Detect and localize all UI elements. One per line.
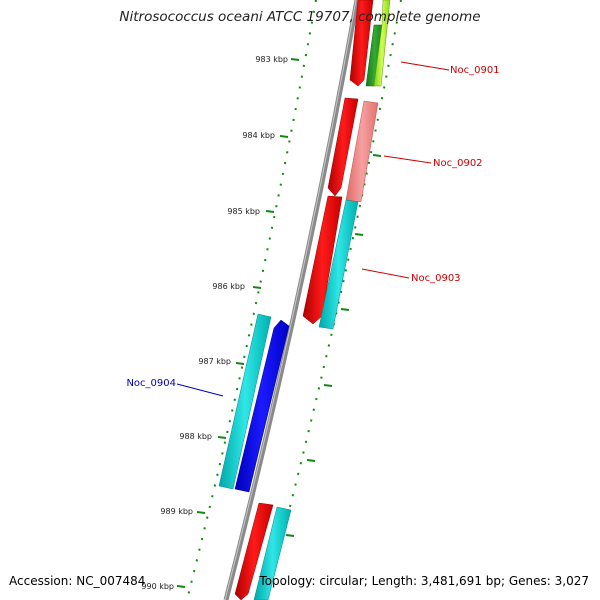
tick-label-984: 984 kbp: [242, 131, 275, 140]
tick-984: [279, 135, 289, 138]
gene-label-noc-0901[interactable]: Noc_0901: [450, 65, 500, 76]
inner-tick-987: [323, 384, 333, 387]
connector-noc-0904: [176, 383, 224, 397]
gene-pink-0902[interactable]: [345, 100, 379, 203]
gene-lime-0901[interactable]: [373, 0, 391, 87]
tick-label-989: 989 kbp: [160, 507, 193, 516]
gene-labels: Noc_0901 Noc_0902 Noc_0903 Noc_0904: [126, 65, 499, 389]
tick-label-987: 987 kbp: [198, 357, 231, 366]
gene-label-noc-0902[interactable]: Noc_0902: [433, 158, 483, 169]
tick-label-988: 988 kbp: [179, 432, 212, 441]
tick-983: [290, 58, 300, 61]
inner-tick-986: [340, 308, 350, 311]
gene-blue-0904[interactable]: [234, 319, 290, 493]
tick-990: [176, 585, 186, 588]
genome-backbone: [223, 0, 360, 600]
gene-red-bottom[interactable]: [234, 502, 274, 600]
genome-backbone-highlight: [224, 0, 357, 600]
gene-cyan-0903[interactable]: [318, 199, 359, 330]
gene-label-noc-0904[interactable]: Noc_0904: [126, 378, 176, 389]
gene-cyan-0904[interactable]: [218, 313, 272, 490]
inner-tick-985: [354, 233, 364, 236]
tick-label-983: 983 kbp: [255, 55, 288, 64]
accession-label: Accession: NC_007484: [9, 574, 146, 588]
tick-989: [196, 511, 206, 514]
tick-988: [217, 436, 227, 439]
label-connectors: [176, 61, 450, 397]
genome-title: Nitrosococcus oceani ATCC 19707, complet…: [119, 9, 481, 25]
connector-noc-0902: [383, 155, 432, 164]
connector-noc-0903: [361, 268, 410, 279]
inner-tick-984: [372, 154, 382, 157]
gene-red-0902[interactable]: [327, 97, 359, 197]
kbp-tick-labels: 983 kbp 984 kbp 985 kbp 986 kbp 987 kbp …: [141, 55, 288, 591]
gene-cyan-bottom[interactable]: [253, 506, 292, 600]
gene-features: [218, 0, 391, 600]
gene-red-top[interactable]: [349, 0, 374, 87]
genome-stats-label: Topology: circular; Length: 3,481,691 bp…: [259, 574, 589, 588]
tick-985: [265, 210, 275, 213]
tick-986: [252, 286, 262, 289]
gene-red-0903[interactable]: [302, 195, 343, 325]
tick-label-985: 985 kbp: [227, 207, 260, 216]
tick-label-986: 986 kbp: [212, 282, 245, 291]
inner-tick-988: [306, 459, 316, 462]
connector-noc-0901: [400, 61, 450, 71]
tick-987: [235, 362, 245, 365]
tick-label-990: 990 kbp: [141, 582, 174, 591]
gene-label-noc-0903[interactable]: Noc_0903: [411, 273, 461, 284]
inner-tick-989: [285, 534, 295, 537]
